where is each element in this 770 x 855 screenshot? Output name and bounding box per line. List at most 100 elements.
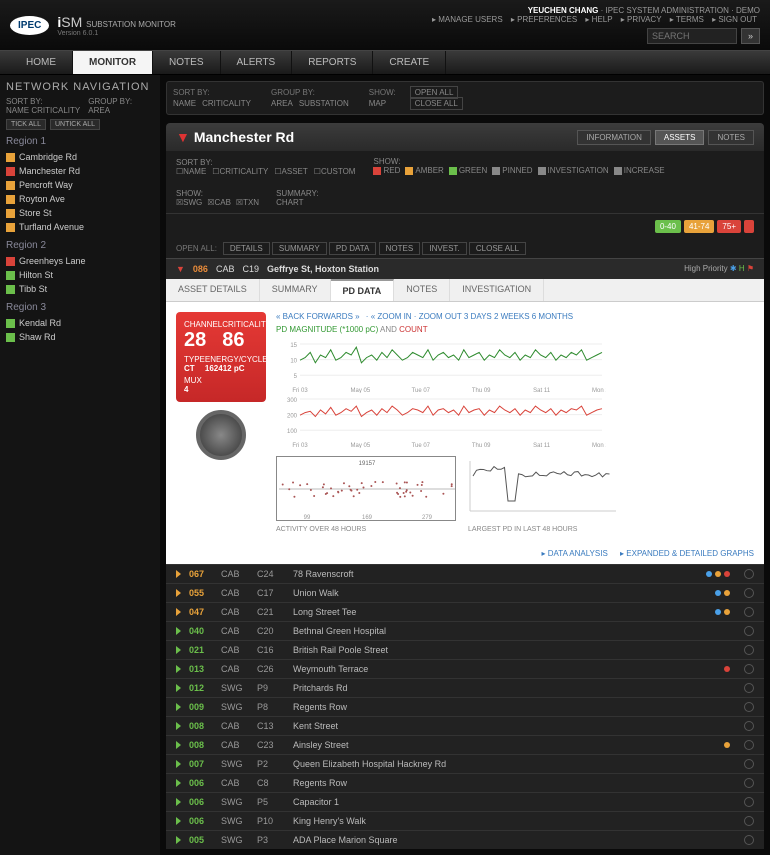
region-header[interactable]: Region 1	[6, 136, 154, 147]
expand-icon[interactable]	[176, 665, 181, 673]
asset-row[interactable]: 009 SWG P8 Regents Row	[166, 697, 764, 716]
asset-row[interactable]: 007 SWG P2 Queen Elizabeth Hospital Hack…	[166, 754, 764, 773]
region-item[interactable]: Greenheys Lane	[6, 254, 154, 268]
search-go-button[interactable]: »	[741, 28, 760, 44]
expand-icon[interactable]	[176, 798, 181, 806]
expand-icon[interactable]	[176, 817, 181, 825]
expand-icon[interactable]	[176, 608, 181, 616]
expand-icon[interactable]	[176, 570, 181, 578]
expand-circle-icon[interactable]	[744, 835, 754, 845]
region-item[interactable]: Royton Ave	[6, 192, 154, 206]
expand-icon[interactable]	[176, 646, 181, 654]
head-tab[interactable]: INFORMATION	[577, 130, 650, 145]
asset-row[interactable]: 006 CAB C8 Regents Row	[166, 773, 764, 792]
asset-row[interactable]: 067 CAB C24 78 Ravenscroft	[166, 564, 764, 583]
head-tab[interactable]: NOTES	[708, 130, 754, 145]
asset-row[interactable]: 040 CAB C20 Bethnal Green Hospital	[166, 621, 764, 640]
nav-tab-monitor[interactable]: MONITOR	[73, 51, 153, 74]
region-item[interactable]: Turfland Avenue	[6, 220, 154, 234]
expand-circle-icon[interactable]	[744, 816, 754, 826]
expand-icon[interactable]	[176, 779, 181, 787]
expand-circle-icon[interactable]	[744, 645, 754, 655]
expand-circle-icon[interactable]	[744, 740, 754, 750]
nav-tab-create[interactable]: CREATE	[373, 51, 446, 74]
expand-icon[interactable]	[176, 722, 181, 730]
expand-circle-icon[interactable]	[744, 607, 754, 617]
expand-circle-icon[interactable]	[744, 683, 754, 693]
asset-row[interactable]: 021 CAB C16 British Rail Poole Street	[166, 640, 764, 659]
region-item[interactable]: Manchester Rd	[6, 164, 154, 178]
user-link[interactable]: ▸ TERMS	[670, 15, 704, 24]
topbar: IPEC iSM SUBSTATION MONITOR Version 6.0.…	[0, 0, 770, 50]
expand-icon[interactable]	[176, 627, 181, 635]
openall-btn[interactable]: PD DATA	[329, 242, 376, 255]
asset-image	[196, 410, 246, 460]
expand-icon[interactable]	[176, 684, 181, 692]
asset-row[interactable]: 005 SWG P3 ADA Place Marion Square	[166, 830, 764, 849]
region-item[interactable]: Kendal Rd	[6, 316, 154, 330]
asset-row[interactable]: 006 SWG P10 King Henry's Walk	[166, 811, 764, 830]
detail-tab[interactable]: SUMMARY	[260, 279, 331, 301]
expand-circle-icon[interactable]	[744, 664, 754, 674]
detail-tab[interactable]: NOTES	[394, 279, 450, 301]
region-item[interactable]: Pencroft Way	[6, 178, 154, 192]
expand-circle-icon[interactable]	[744, 588, 754, 598]
asset-row[interactable]: 012 SWG P9 Pritchards Rd	[166, 678, 764, 697]
user-link[interactable]: ▸ PREFERENCES	[511, 15, 577, 24]
user-link[interactable]: ▸ PRIVACY	[621, 15, 662, 24]
asset-row[interactable]: 008 CAB C13 Kent Street	[166, 716, 764, 735]
group-area[interactable]: AREA	[88, 106, 110, 115]
asset-row[interactable]: 013 CAB C26 Weymouth Terrace	[166, 659, 764, 678]
openall-btn[interactable]: DETAILS	[223, 242, 270, 255]
detailed-graphs-link[interactable]: ▸ EXPANDED & DETAILED GRAPHS	[620, 549, 754, 558]
sort-crit[interactable]: CRITICALITY	[31, 106, 80, 115]
expand-icon[interactable]	[176, 741, 181, 749]
active-asset-header[interactable]: ▼ 086 CAB C19 Geffrye St, Hoxton Station…	[166, 258, 764, 279]
expand-icon[interactable]: ▼	[176, 264, 185, 274]
user-link[interactable]: ▸ MANAGE USERS	[432, 15, 503, 24]
collapse-icon[interactable]: ▼	[176, 129, 190, 145]
nav-tab-home[interactable]: HOME	[10, 51, 73, 74]
asset-row[interactable]: 008 CAB C23 Ainsley Street	[166, 735, 764, 754]
search-input[interactable]	[647, 28, 737, 44]
openall-btn[interactable]: NOTES	[379, 242, 421, 255]
user-link[interactable]: ▸ SIGN OUT	[712, 15, 757, 24]
head-tab[interactable]: ASSETS	[655, 130, 705, 145]
region-header[interactable]: Region 2	[6, 240, 154, 251]
region-item[interactable]: Hilton St	[6, 268, 154, 282]
expand-icon[interactable]	[176, 703, 181, 711]
openall-btn[interactable]: CLOSE ALL	[469, 242, 526, 255]
asset-row[interactable]: 006 SWG P5 Capacitor 1	[166, 792, 764, 811]
expand-circle-icon[interactable]	[744, 797, 754, 807]
nav-tab-notes[interactable]: NOTES	[153, 51, 220, 74]
expand-circle-icon[interactable]	[744, 759, 754, 769]
nav-tab-reports[interactable]: REPORTS	[292, 51, 373, 74]
detail-tab[interactable]: PD DATA	[331, 279, 395, 301]
expand-icon[interactable]	[176, 836, 181, 844]
region-item[interactable]: Tibb St	[6, 282, 154, 296]
openall-btn[interactable]: INVEST.	[422, 242, 466, 255]
region-header[interactable]: Region 3	[6, 302, 154, 313]
pd-count-chart: 300200100Fri 03May 05Tue 07Thu 09Sat 11M…	[276, 393, 606, 448]
expand-circle-icon[interactable]	[744, 778, 754, 788]
expand-icon[interactable]	[176, 760, 181, 768]
untick-all-button[interactable]: UNTICK ALL	[50, 119, 100, 130]
data-analysis-link[interactable]: ▸ DATA ANALYSIS	[542, 549, 608, 558]
detail-tab[interactable]: INVESTIGATION	[450, 279, 544, 301]
detail-tab[interactable]: ASSET DETAILS	[166, 279, 260, 301]
sort-name[interactable]: NAME	[6, 106, 29, 115]
nav-tab-alerts[interactable]: ALERTS	[221, 51, 293, 74]
region-item[interactable]: Cambridge Rd	[6, 150, 154, 164]
expand-circle-icon[interactable]	[744, 569, 754, 579]
asset-row[interactable]: 055 CAB C17 Union Walk	[166, 583, 764, 602]
expand-circle-icon[interactable]	[744, 721, 754, 731]
region-item[interactable]: Shaw Rd	[6, 330, 154, 344]
expand-circle-icon[interactable]	[744, 702, 754, 712]
expand-circle-icon[interactable]	[744, 626, 754, 636]
openall-btn[interactable]: SUMMARY	[272, 242, 327, 255]
tick-all-button[interactable]: TICK ALL	[6, 119, 46, 130]
region-item[interactable]: Store St	[6, 206, 154, 220]
expand-icon[interactable]	[176, 589, 181, 597]
user-link[interactable]: ▸ HELP	[585, 15, 612, 24]
asset-row[interactable]: 047 CAB C21 Long Street Tee	[166, 602, 764, 621]
